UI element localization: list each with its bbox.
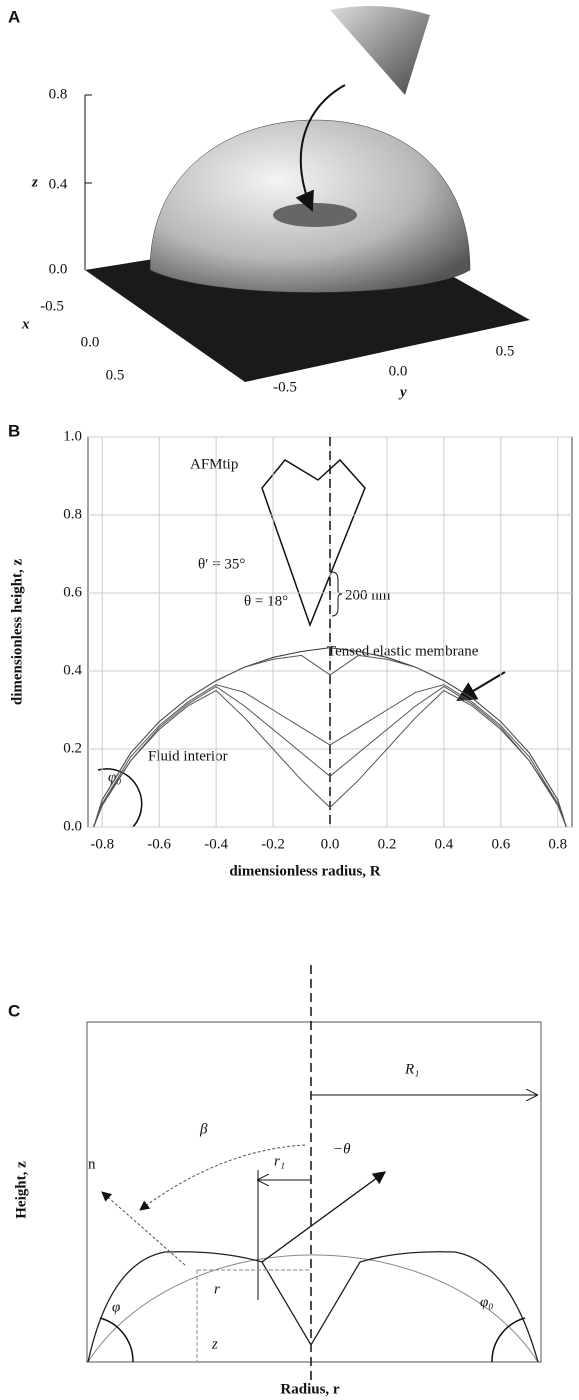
profile-line [93, 684, 567, 828]
x-tick-label: -0.6 [147, 836, 171, 852]
z-tick-label: 0.4 [49, 176, 68, 192]
x-tick-label: 0.0 [81, 334, 100, 350]
y-tick-label: 1.0 [63, 428, 82, 444]
frame [86, 1021, 542, 1363]
panel-label: A [8, 7, 20, 26]
x-axis-label: Radius, r [280, 1381, 340, 1397]
brace [331, 571, 343, 617]
x-label: x [21, 316, 30, 332]
y-axis-label: dimensionless height, z [9, 559, 25, 706]
label: R₁ [404, 1061, 419, 1077]
x-tick-label: 0.5 [106, 367, 125, 383]
profile-line [93, 654, 567, 828]
x-axis-label: dimensionless radius, R [229, 863, 380, 879]
y-tick-label: 0.4 [63, 662, 82, 678]
x-tick-label: -0.8 [90, 836, 114, 852]
annotation: AFMtip [190, 456, 238, 472]
membrane [87, 1251, 539, 1363]
profile-line [93, 686, 567, 828]
cap [87, 1254, 539, 1363]
panel-b: B dimensionless radius, R dimensionless … [8, 421, 573, 879]
y-tick-label: 0.0 [389, 363, 408, 379]
x-tick-label: 0.2 [378, 836, 397, 852]
label: r₁ [274, 1153, 285, 1169]
annotation: θ = 18° [244, 593, 288, 609]
y-tick-label: 0.6 [63, 584, 82, 600]
arrow [295, 84, 346, 212]
y-tick-label: 0.0 [63, 818, 82, 834]
angle-arc [99, 1317, 134, 1363]
panel-label: C [8, 1001, 20, 1020]
y-tick-label: 0.8 [63, 506, 82, 522]
angle-arc [97, 768, 143, 828]
annotation: Tensed elastic membrane [327, 643, 479, 659]
z-label: z [31, 174, 38, 190]
y-tick-label: 0.2 [63, 740, 82, 756]
panel-label: B [8, 421, 20, 440]
label: −θ [333, 1141, 351, 1157]
y-tick-label: 0.5 [496, 343, 515, 359]
z-tick-label: 0.8 [49, 86, 68, 102]
label: φ [112, 1299, 120, 1315]
profile-line [93, 689, 567, 828]
panel-c: C R₁ β n −θ r₁ r z φ φ₀ Height, z Radius… [8, 965, 542, 1397]
z-tick-label: 0.0 [49, 261, 68, 277]
y-axis-label: Height, z [13, 1161, 29, 1219]
arrow [139, 1144, 306, 1211]
label: r [214, 1281, 220, 1297]
annotation: Fluid interior [148, 748, 228, 764]
floor [85, 258, 530, 382]
x-tick-label: -0.5 [40, 298, 64, 314]
afm-tip [330, 6, 430, 95]
label: φ₀ [480, 1294, 494, 1310]
angle-arc [491, 1317, 526, 1363]
x-tick-label: 0.4 [435, 836, 454, 852]
annotation: θ′ = 35° [198, 556, 245, 572]
dimple [273, 203, 357, 227]
label: z [211, 1336, 218, 1352]
x-tick-label: -0.2 [261, 836, 285, 852]
y-tick-label: -0.5 [273, 379, 297, 395]
label: β [199, 1121, 208, 1137]
annotation: 200 nm [345, 587, 391, 603]
panel-a: A 0.8 0.4 0.0 z -0.5 0.0 0.5 x -0.5 0.0 … [8, 6, 530, 400]
x-tick-label: 0.0 [321, 836, 340, 852]
y-label: y [398, 384, 407, 400]
label: n [88, 1156, 96, 1172]
arrow [456, 671, 506, 702]
x-tick-label: -0.4 [204, 836, 228, 852]
tip-outline [261, 458, 366, 628]
tangent [261, 1171, 387, 1263]
normal [101, 1191, 186, 1266]
x-tick-label: 0.8 [548, 836, 567, 852]
x-tick-label: 0.6 [491, 836, 510, 852]
